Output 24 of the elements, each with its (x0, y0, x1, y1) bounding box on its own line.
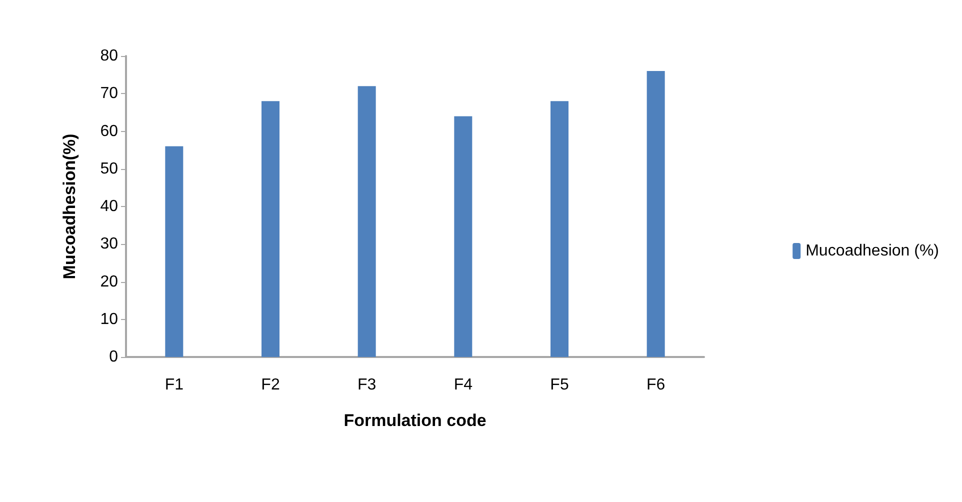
y-tick-label: 20 (100, 273, 118, 290)
y-tick-label: 60 (100, 122, 118, 140)
x-tick-label: F6 (646, 376, 666, 394)
x-tick-label: F4 (454, 376, 473, 394)
y-tick-label: 50 (100, 160, 118, 178)
bar (646, 71, 665, 357)
y-tick-label: 40 (100, 198, 118, 215)
x-axis-title: Formulation code (344, 411, 486, 430)
bar (550, 101, 568, 357)
x-tick-label: F2 (261, 376, 280, 394)
x-tick-label: F3 (357, 376, 376, 394)
y-tick-label: 80 (100, 48, 118, 64)
y-tick-label: 70 (100, 85, 118, 102)
bar (454, 116, 472, 357)
x-tick-label: F5 (550, 376, 569, 394)
legend-label: Mucoadhesion (%) (806, 242, 940, 260)
y-tick-label: 0 (109, 348, 118, 366)
bar (262, 101, 280, 357)
y-tick-label: 30 (100, 236, 118, 253)
y-axis-title: Mucoadhesion(%) (60, 134, 79, 280)
bar (358, 86, 376, 357)
y-tick-label: 10 (100, 310, 118, 328)
x-tick-label: F1 (164, 376, 184, 394)
bar (165, 146, 184, 357)
